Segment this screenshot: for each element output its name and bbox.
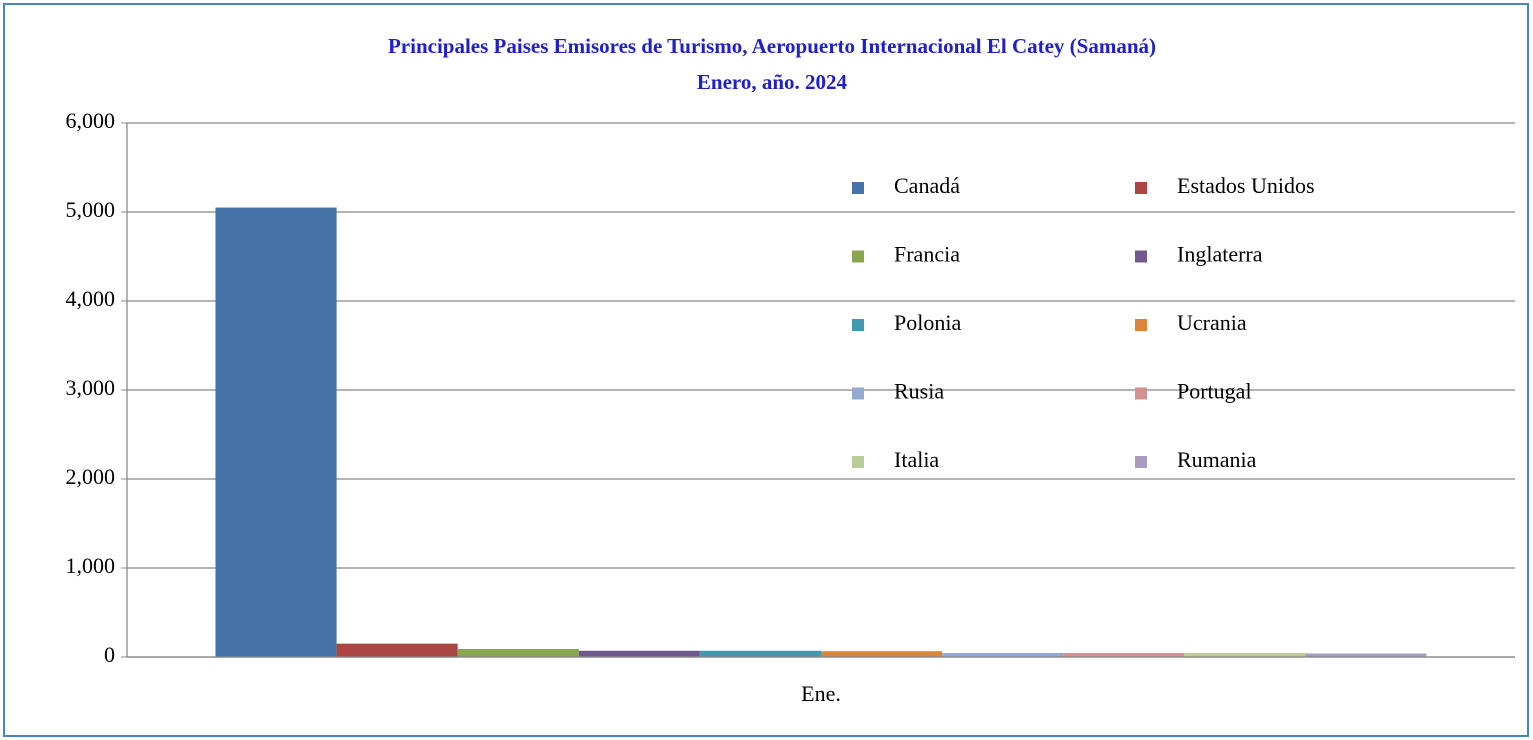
legend-swatch <box>1135 182 1147 194</box>
legend-swatch <box>852 319 864 331</box>
legend-label: Italia <box>894 447 939 472</box>
y-tick-label: 6,000 <box>66 108 116 133</box>
legend-label: Portugal <box>1177 379 1252 404</box>
bar <box>1305 653 1427 657</box>
y-tick-label: 5,000 <box>66 197 116 222</box>
x-tick-label: Ene. <box>801 681 841 706</box>
legend-swatch <box>1135 250 1147 263</box>
legend-swatch <box>1135 387 1147 400</box>
bar <box>336 643 458 657</box>
legend-label: Francia <box>894 242 960 267</box>
bar <box>457 648 579 657</box>
y-tick-label: 1,000 <box>66 553 116 578</box>
bar <box>821 651 943 657</box>
chart-title: Principales Paises Emisores de Turismo, … <box>388 34 1156 58</box>
bar <box>942 652 1064 657</box>
legend-label: Polonia <box>894 310 961 335</box>
legend-label: Inglaterra <box>1177 242 1263 267</box>
legend-label: Ucrania <box>1177 310 1247 335</box>
bar <box>578 650 700 657</box>
legend-label: Estados Unidos <box>1177 173 1315 198</box>
y-tick-label: 4,000 <box>66 286 116 311</box>
bar <box>215 207 337 658</box>
y-tick-label: 2,000 <box>66 464 116 489</box>
legend-label: Rumania <box>1177 447 1257 472</box>
legend-swatch <box>1135 319 1147 331</box>
legend-swatch <box>852 387 864 400</box>
bar <box>1063 652 1185 657</box>
legend-swatch <box>852 250 864 263</box>
legend-label: Canadá <box>894 173 960 198</box>
bar <box>1184 652 1306 657</box>
legend-swatch <box>852 182 864 194</box>
y-tick-label: 3,000 <box>66 375 116 400</box>
legend-swatch <box>852 456 864 468</box>
y-tick-label: 0 <box>104 642 115 667</box>
chart-subtitle: Enero, año. 2024 <box>697 70 848 94</box>
legend-swatch <box>1135 456 1147 468</box>
legend-label: Rusia <box>894 379 944 404</box>
bar <box>699 650 821 657</box>
